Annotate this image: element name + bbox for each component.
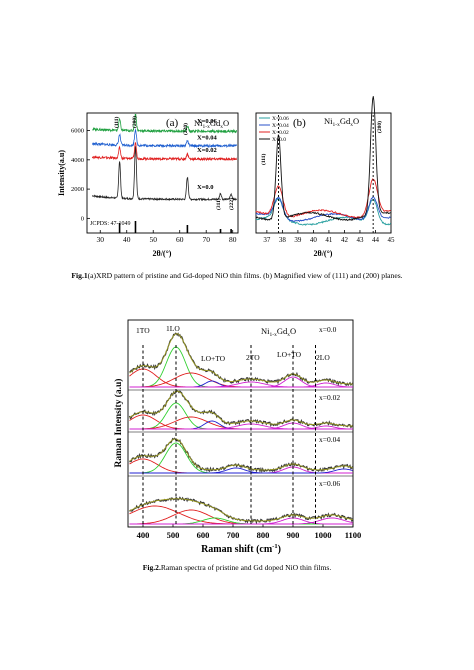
panel-b-frame	[255, 112, 392, 234]
raman-fit-x-0-06	[129, 498, 353, 522]
mode-label-1to: 1TO	[136, 326, 150, 335]
raman-frame	[127, 319, 354, 528]
panel-b-x-tick-label: 40	[310, 236, 318, 244]
raman-formula: Ni1-xGdxO	[261, 326, 296, 338]
raman-series-labels: x=0.0 x=0.02 x=0.04 x=0.06	[319, 325, 340, 488]
panel-a-x-tick-label: 50	[149, 235, 157, 244]
mode-label-lo-to-2: LO+TO	[277, 350, 302, 359]
raman-series-label: x=0.06	[319, 479, 340, 488]
panel-a-curves	[91, 113, 237, 202]
raman-spectrum-x-0-04	[129, 437, 354, 474]
panel-a-formula: Ni1-xGdxO	[194, 118, 229, 130]
panel-a-y-tick-label: 0	[81, 215, 84, 222]
panel-b-x-tick-label: 38	[279, 236, 287, 244]
raman-x-tick-label: 700	[227, 530, 240, 540]
panel-b-x-tick-label: 44	[372, 236, 380, 244]
panel-a-x-tick-label: 60	[176, 235, 184, 244]
raman-x-tick-label: 800	[257, 530, 270, 540]
xrd-series-label: X=0.02	[197, 147, 217, 154]
xrd-curve-x-0-0	[92, 146, 237, 202]
peak-label-222: (222)	[228, 198, 235, 210]
raman-xlabel: Raman shift (cm-1)	[201, 543, 281, 555]
panel-b-x-ticks: 37 38 39 40 41 42 43 44 45	[263, 230, 395, 244]
peak-label-111: (111)	[113, 117, 120, 128]
xrd-series-label: X=0.06	[197, 118, 218, 125]
mode-label-1lo: 1LO	[166, 324, 180, 333]
figure-1-caption: Fig.1(a)XRD pattern of pristine and Gd-d…	[71, 271, 403, 280]
mode-label-2to: 2TO	[246, 353, 260, 362]
panel-b-formula: Ni1-xGdxO	[324, 116, 359, 128]
figure-2-caption: Fig.2.Raman spectra of pristine and Gd d…	[142, 563, 332, 572]
xrd-curve-x-0-02	[91, 142, 237, 162]
panel-b-x-tick-label: 42	[341, 236, 349, 244]
panel-b-xlabel: 2θ/(°)	[314, 249, 333, 258]
panel-b-label: (b)	[293, 117, 306, 129]
raman-series-label: x=0.0	[319, 325, 337, 334]
panel-a-reference-sticks	[118, 221, 232, 233]
raman-series-label: x=0.02	[319, 393, 340, 402]
panel-a-y-tick-label: 4000	[71, 157, 84, 164]
peak-label-220: (220)	[182, 123, 189, 135]
panel-a-y-tick-label: 6000	[71, 128, 84, 135]
legend-label: X=0.06	[272, 116, 289, 122]
panel-b-x-tick-label: 45	[388, 236, 396, 244]
panel-a-ylabel: Intensity(a.u)	[57, 150, 66, 196]
raman-x-tick-label: 1100	[345, 530, 362, 540]
panel-a-label: (a)	[166, 117, 179, 129]
xrd-series-label: X=0.04	[197, 134, 218, 141]
legend-label: X=0.02	[272, 130, 289, 136]
panel-a-series-labels: X=0.0 X=0.02 X=0.04 X=0.06	[197, 118, 218, 191]
raman-ylabel: Raman Intensity (a.u)	[113, 379, 124, 468]
xrd-curve-x-0-06	[92, 113, 237, 134]
raman-x-tick-label: 900	[287, 530, 300, 540]
figure-2: 400 500 600 700 800 900 1000 1100 x=0.0x=0.02x=…	[113, 319, 362, 555]
jcpds-label: JCPDS: 47-1049	[90, 221, 131, 227]
peak-label-311: (311)	[215, 198, 222, 210]
raman-x-tick-label: 500	[167, 530, 180, 540]
raman-x-tick-label: 600	[197, 530, 210, 540]
raman-fit-x-0-04	[129, 438, 353, 471]
panel-a-x-tick-label: 30	[96, 235, 104, 244]
xrd-curve-x-0-04	[91, 128, 237, 149]
panel-b-x-tick-label: 41	[325, 236, 333, 244]
panel-a-x-tick-label: 70	[202, 235, 210, 244]
raman-x-tick-label: 400	[137, 530, 150, 540]
mode-label-lo-to-1: LO+TO	[201, 354, 226, 363]
panel-b-x-tick-label: 43	[356, 236, 364, 244]
panel-a-xlabel: 2θ/(°)	[153, 249, 172, 258]
legend-label: X=0.0	[272, 137, 286, 143]
panel-b-peak-label-111: (111)	[260, 154, 267, 165]
mode-label-2lo: 2LO	[316, 353, 330, 362]
panel-a-x-tick-label: 80	[229, 235, 237, 244]
panel-a-y-ticks: 0 2000 4000 6000	[71, 128, 90, 222]
raman-fit-x-0-0	[129, 333, 353, 385]
raman-component-x-0-06-0	[129, 505, 353, 525]
panel-b-x-tick-label: 39	[294, 236, 302, 244]
xrd-series-label: X=0.0	[197, 184, 214, 191]
legend-label: X=0.04	[272, 123, 289, 129]
raman-series-label: x=0.04	[319, 435, 340, 444]
panel-b-legend: X=0.06X=0.04X=0.02X=0.0	[259, 116, 289, 143]
raman-spectrum-x-0-06	[129, 496, 354, 525]
raman-x-ticks: 400 500 600 700 800 900 1000 1100	[137, 524, 362, 540]
panel-a-x-ticks: 30 40 50 60 70 80	[96, 230, 237, 244]
panel-b-curves	[255, 96, 392, 226]
panel-a-y-tick-label: 2000	[71, 186, 84, 193]
raman-mode-lines	[142, 345, 316, 527]
panel-b-peak-label-200: (200)	[376, 121, 383, 133]
panel-a-x-tick-label: 40	[123, 235, 131, 244]
peak-label-200: (200)	[131, 116, 138, 128]
panel-a-frame	[86, 112, 239, 234]
panel-b-x-tick-label: 37	[263, 236, 271, 244]
xrd-zoom-curve-x-0-06	[255, 197, 392, 226]
raman-x-tick-label: 1000	[315, 530, 332, 540]
